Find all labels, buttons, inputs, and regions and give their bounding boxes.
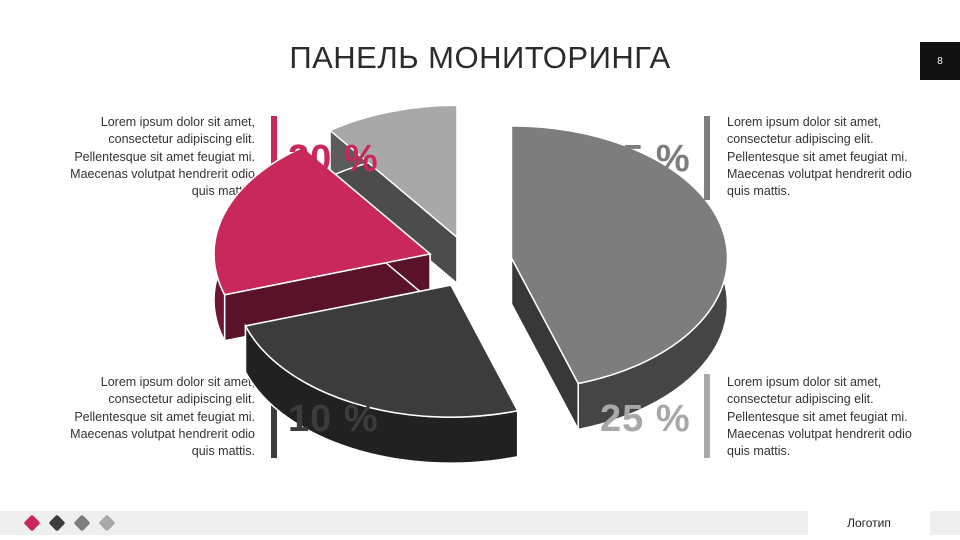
percent-label-10: 10 % bbox=[288, 398, 379, 440]
pie-slice-top bbox=[213, 146, 432, 296]
diamond-icon-mid bbox=[73, 514, 91, 532]
description-top-right: Lorem ipsum dolor sit amet, consectetur … bbox=[727, 115, 912, 198]
percent-label-25: 25 % bbox=[600, 398, 691, 440]
pie-slice-top bbox=[244, 284, 519, 418]
logo: Логотип bbox=[808, 511, 930, 535]
pie-slice-25 bbox=[244, 284, 519, 464]
description-top-left: Lorem ipsum dolor sit amet, consectetur … bbox=[70, 115, 255, 198]
diamond-icon-accent bbox=[23, 514, 41, 532]
description-bottom-left: Lorem ipsum dolor sit amet, consectetur … bbox=[70, 375, 255, 458]
pie-slice-45 bbox=[510, 125, 729, 431]
accent-bar-top-left bbox=[271, 116, 277, 200]
diamond-icon-dark bbox=[48, 514, 66, 532]
page-title: ПАНЕЛЬ МОНИТОРИНГА bbox=[289, 40, 671, 75]
pie-slice-10 bbox=[328, 104, 458, 285]
description-bottom-right: Lorem ipsum dolor sit amet, consectetur … bbox=[727, 375, 912, 458]
pie-slice-20 bbox=[213, 145, 432, 342]
footer-bar: Логотип bbox=[0, 511, 960, 535]
pie-slice-top bbox=[328, 104, 458, 239]
accent-bar-bottom-right bbox=[704, 374, 710, 458]
percent-label-45: 45 % bbox=[600, 138, 691, 180]
page-number: 8 bbox=[920, 42, 960, 80]
accent-bar-top-right bbox=[704, 116, 710, 200]
pie-slice-top bbox=[510, 125, 729, 385]
accent-bar-bottom-left bbox=[271, 374, 277, 458]
percent-label-20: 20 % bbox=[288, 138, 379, 180]
diamond-icon-light bbox=[98, 514, 116, 532]
